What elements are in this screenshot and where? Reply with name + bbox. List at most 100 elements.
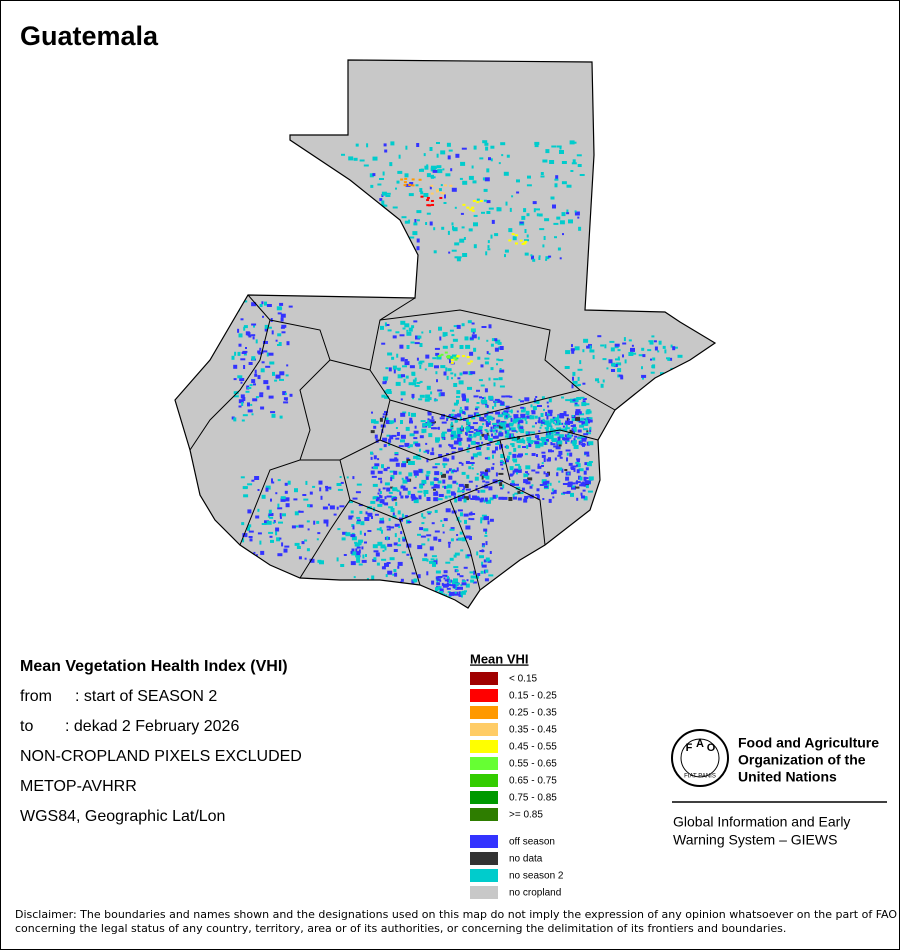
pixel (464, 406, 469, 411)
pixel (251, 413, 254, 416)
pixel (482, 397, 484, 400)
pixel (478, 429, 483, 432)
pixel (247, 332, 251, 337)
pixel (520, 400, 524, 403)
pixel (453, 566, 459, 569)
pixel (385, 420, 390, 424)
pixel (267, 514, 270, 518)
pixel (569, 140, 575, 145)
pixel (551, 434, 554, 439)
pixel (495, 443, 500, 445)
pixel (398, 154, 401, 159)
pixel (575, 486, 580, 489)
pixel (293, 498, 298, 501)
pixel (538, 421, 543, 424)
pixel (268, 509, 272, 514)
pixel (402, 327, 406, 330)
pixel (526, 437, 531, 442)
pixel (251, 334, 256, 337)
pixel (499, 368, 502, 370)
pixel (485, 475, 490, 480)
pixel (355, 143, 359, 147)
pixel (419, 448, 421, 452)
pixel (465, 525, 471, 530)
pixel (480, 489, 486, 493)
pixel (572, 376, 574, 381)
pixel (426, 571, 429, 576)
pixel (564, 414, 569, 417)
pixel (578, 440, 581, 445)
pixel (253, 551, 256, 554)
pixel (575, 481, 581, 484)
pixel (549, 160, 555, 164)
pixel (400, 420, 403, 424)
pixel (459, 345, 464, 349)
pixel (521, 215, 526, 220)
pixel (377, 470, 383, 474)
pixel (516, 191, 520, 194)
pixel (373, 425, 377, 429)
pixel (468, 444, 471, 448)
pixel (537, 463, 540, 468)
pixel (562, 428, 568, 432)
pixel (383, 390, 389, 394)
pixel (340, 481, 344, 484)
pixel (475, 406, 480, 409)
pixel (488, 486, 493, 491)
pixel (468, 228, 473, 232)
pixel (418, 443, 421, 447)
pixel (414, 425, 417, 429)
pixel (554, 418, 560, 421)
pixel (486, 443, 491, 446)
pixel (328, 503, 330, 506)
pixel (431, 203, 435, 206)
pixel (473, 347, 477, 352)
pixel (241, 352, 247, 354)
pixel (564, 366, 570, 369)
pixel (442, 345, 448, 349)
pixel (460, 584, 463, 587)
pixel (404, 220, 410, 224)
pixel (379, 178, 384, 180)
pixel (266, 520, 272, 525)
pixel (494, 432, 497, 435)
pixel (551, 440, 557, 442)
pixel (485, 421, 491, 425)
pixel (268, 326, 272, 329)
pixel (429, 186, 432, 190)
pixel (544, 420, 550, 424)
pixel (557, 247, 561, 251)
pixel (454, 591, 457, 594)
pixel (393, 542, 398, 546)
pixel (648, 340, 654, 343)
pixel (537, 405, 542, 407)
pixel (502, 496, 508, 500)
pixel (418, 361, 423, 365)
pixel (442, 531, 445, 534)
pixel (401, 513, 404, 518)
pixel (333, 513, 337, 516)
pixel (462, 411, 466, 415)
pixel (431, 555, 437, 558)
pixel (285, 503, 290, 508)
pixel (565, 350, 571, 355)
pixel (438, 188, 442, 192)
org-name: Food and Agriculture (738, 735, 879, 751)
pixel (450, 434, 454, 438)
pixel (279, 516, 282, 519)
pixel (502, 410, 507, 415)
pixel (498, 472, 504, 475)
pixel (585, 423, 588, 426)
pixel (490, 343, 494, 347)
pixel (444, 485, 446, 489)
pixel (554, 423, 560, 426)
pixel (513, 447, 517, 452)
pixel (521, 437, 524, 442)
pixel (406, 329, 409, 332)
pixel (536, 488, 540, 492)
pixel (578, 420, 583, 423)
org-name: United Nations (738, 769, 837, 785)
pixel (550, 430, 554, 435)
pixel (523, 479, 529, 484)
pixel (459, 372, 463, 376)
